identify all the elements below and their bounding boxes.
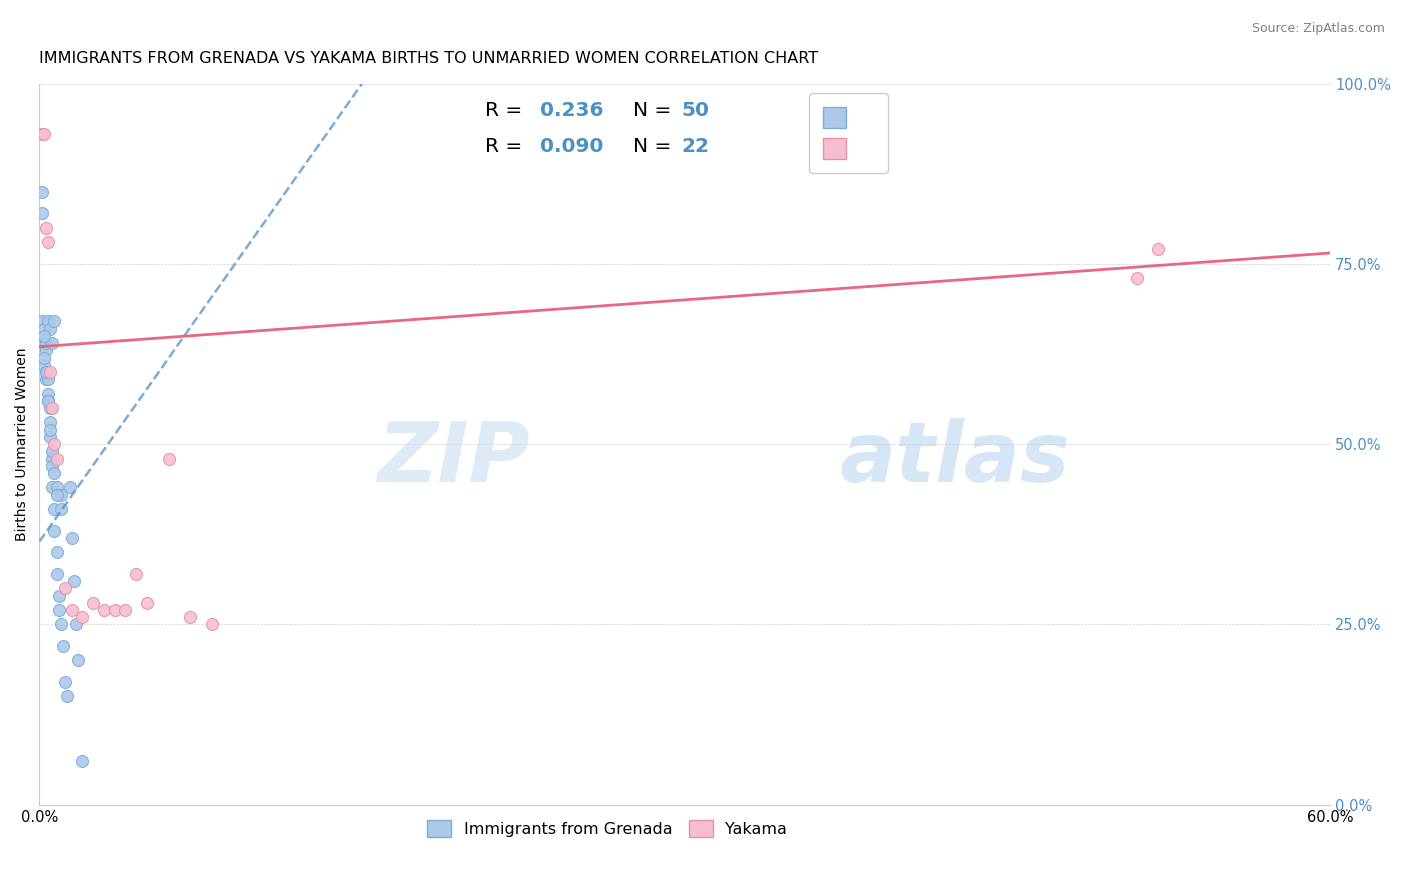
Point: [32, 358, 55, 372]
Point: [35, 365, 58, 379]
Point: [37, 372, 59, 386]
Point: [53, 582, 76, 596]
Point: [49, 502, 72, 516]
Point: [31, 127, 53, 141]
Point: [48, 589, 70, 603]
Point: [82, 596, 104, 610]
Point: [49, 617, 72, 632]
Text: 22: 22: [681, 136, 709, 156]
Point: [52, 639, 75, 653]
Point: [32, 336, 55, 351]
Point: [72, 610, 94, 624]
Text: ZIP: ZIP: [377, 418, 530, 499]
Point: [35, 220, 58, 235]
Point: [45, 545, 67, 559]
Point: [37, 386, 59, 401]
Text: N =: N =: [633, 101, 672, 120]
Point: [39, 322, 62, 336]
Text: R =: R =: [485, 136, 522, 156]
Point: [45, 566, 67, 581]
Point: [41, 458, 63, 473]
Y-axis label: Births to Unmarried Women: Births to Unmarried Women: [15, 347, 30, 541]
Text: 0.090: 0.090: [540, 136, 603, 156]
Point: [37, 235, 59, 249]
Point: [37, 393, 59, 408]
Text: Source: ZipAtlas.com: Source: ZipAtlas.com: [1251, 22, 1385, 36]
Point: [41, 401, 63, 415]
Point: [56, 690, 79, 704]
Point: [179, 610, 201, 624]
Point: [39, 423, 62, 437]
Text: N =: N =: [633, 136, 672, 156]
Point: [53, 675, 76, 690]
Point: [45, 487, 67, 501]
Point: [58, 480, 80, 494]
Point: [44, 466, 66, 480]
Point: [48, 603, 70, 617]
Point: [1147, 243, 1170, 257]
Point: [44, 524, 66, 538]
Point: [1125, 271, 1147, 285]
Point: [31, 185, 53, 199]
Point: [200, 617, 222, 632]
Point: [49, 487, 72, 501]
Point: [93, 603, 115, 617]
Point: [125, 566, 148, 581]
Point: [104, 603, 127, 617]
Point: [39, 365, 62, 379]
Text: atlas: atlas: [839, 418, 1070, 499]
Point: [41, 444, 63, 458]
Point: [45, 480, 67, 494]
Point: [114, 603, 136, 617]
Point: [60, 603, 83, 617]
Point: [32, 322, 55, 336]
Point: [63, 574, 86, 588]
Point: [136, 596, 159, 610]
Point: [157, 451, 180, 466]
Point: [39, 430, 62, 444]
Point: [72, 755, 94, 769]
Point: [44, 502, 66, 516]
Text: IMMIGRANTS FROM GRENADA VS YAKAMA BIRTHS TO UNMARRIED WOMEN CORRELATION CHART: IMMIGRANTS FROM GRENADA VS YAKAMA BIRTHS…: [39, 51, 818, 66]
Point: [41, 451, 63, 466]
Point: [60, 531, 83, 545]
Point: [35, 336, 58, 351]
Point: [35, 343, 58, 358]
Point: [32, 351, 55, 365]
Point: [31, 314, 53, 328]
Point: [37, 314, 59, 328]
Point: [31, 206, 53, 220]
Text: 0.236: 0.236: [540, 101, 603, 120]
Text: 50: 50: [681, 101, 709, 120]
Point: [44, 437, 66, 451]
Point: [39, 401, 62, 415]
Point: [37, 393, 59, 408]
Text: R =: R =: [485, 101, 522, 120]
Point: [65, 617, 87, 632]
Point: [44, 314, 66, 328]
Legend: Immigrants from Grenada, Yakama: Immigrants from Grenada, Yakama: [420, 814, 794, 844]
Point: [41, 336, 63, 351]
Point: [35, 365, 58, 379]
Point: [32, 329, 55, 343]
Point: [39, 416, 62, 430]
Point: [67, 653, 90, 667]
Point: [45, 451, 67, 466]
Point: [41, 480, 63, 494]
Point: [32, 127, 55, 141]
Point: [35, 372, 58, 386]
